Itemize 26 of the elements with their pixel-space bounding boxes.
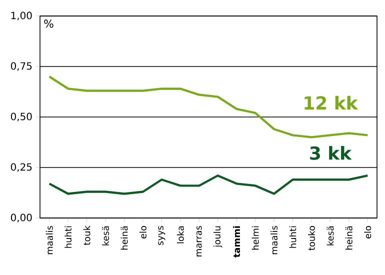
x-tick-label: huhti [289,226,296,248]
y-tick-label: 1,00 [11,12,32,20]
x-tick-label: helmi [252,226,259,250]
x-tick-label: loka [176,226,184,244]
y-axis-title: % [44,20,54,28]
x-tick-label: maalis [46,226,53,254]
y-tick-label: 0,25 [10,163,32,172]
x-tick-label: touko [308,226,315,250]
x-tick-label: tammi [233,226,240,258]
series-label: 12 kk [304,96,358,110]
x-tick-label: huhti [64,226,72,248]
x-tick-label: heinä [345,226,352,250]
x-tick-label: joulu [214,226,222,248]
x-tick-label: heinä [120,226,128,250]
series-label: 3 kk [310,146,352,160]
x-tick-label: kesä [102,226,109,246]
x-tick-label: elo [140,226,146,239]
y-tick-label: 0,50 [10,112,32,122]
x-tick-label: marras [196,226,202,256]
x-tick-label: kesä [326,226,334,246]
y-tick-label: 0,00 [10,214,32,222]
x-tick-label: syys [158,226,166,245]
x-tick-label: maalis [270,226,278,254]
x-tick-label: touk [83,226,90,246]
x-tick-label: elo [364,226,372,239]
y-tick-label: 0,75 [10,62,32,71]
